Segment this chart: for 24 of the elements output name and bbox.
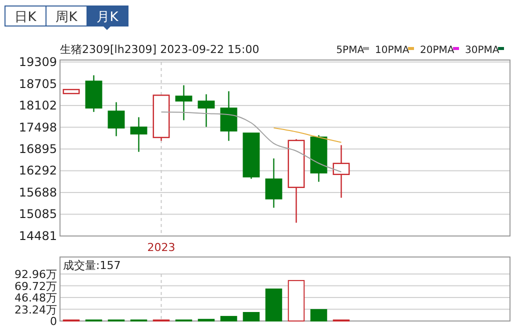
y-tick-label: 19309 <box>18 55 57 69</box>
text: 月K <box>96 10 119 25</box>
legend-label: 20PMA <box>420 45 454 56</box>
y-tick-label: 18102 <box>18 98 57 112</box>
chart-title: 成交量:157 <box>63 259 121 272</box>
y-tick-label: 15688 <box>18 186 57 200</box>
y-tick-label: 18705 <box>18 76 57 91</box>
legend-label: 5PMA <box>336 45 364 56</box>
x-tick-label: 2023 <box>147 241 176 254</box>
legend-label: 30PMA <box>465 45 500 56</box>
y-tick-label: 16292 <box>18 164 57 178</box>
y-tick-label: 15085 <box>18 207 57 222</box>
legend-label: 10PMA <box>375 45 410 56</box>
y-tick-label: 17498 <box>18 120 57 134</box>
y-tick-label: 46.48万 <box>14 292 57 304</box>
y-tick-label: 0 <box>50 315 57 326</box>
text: 周K <box>56 10 78 25</box>
y-tick-label: 23.24万 <box>14 303 57 316</box>
y-tick-label: 69.72万 <box>14 280 57 293</box>
y-tick-label: 92.96万 <box>14 268 57 281</box>
chart-title: 生猪2309[lh2309] 2023-09-22 15:00 <box>60 43 260 56</box>
y-tick-label: 16895 <box>18 142 57 156</box>
text: 日K <box>14 10 37 25</box>
y-tick-label: 14481 <box>18 229 57 243</box>
